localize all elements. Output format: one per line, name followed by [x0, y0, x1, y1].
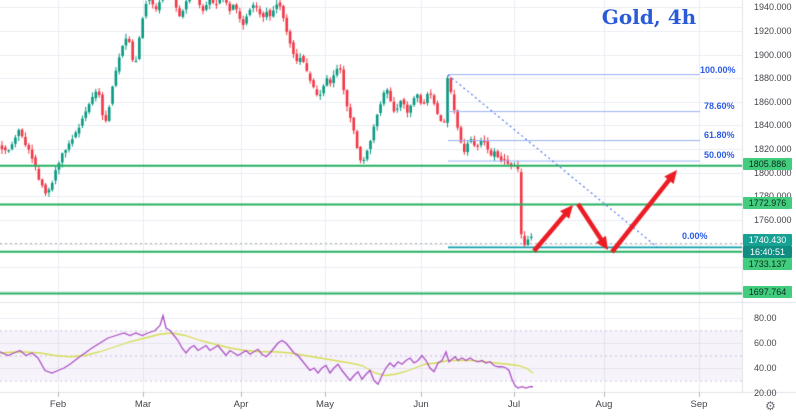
last-price-badge: 1740.430: [743, 234, 792, 246]
price-axis-label: 1760.000: [754, 215, 792, 225]
month-label-aug: Aug: [595, 399, 613, 410]
price-axis-label: 1880.000: [754, 73, 792, 83]
month-label-sep: Sep: [690, 399, 708, 410]
month-label-feb: Feb: [49, 399, 67, 410]
price-axis-label: 1840.000: [754, 120, 792, 130]
price-axis-label: 20.00: [754, 388, 777, 398]
price-badge-1772: 1772.976: [743, 197, 792, 209]
price-badge-1805: 1805.886: [743, 158, 792, 170]
price-axis-label: 1860.000: [754, 97, 792, 107]
fib-level-label: 78.60%: [704, 101, 735, 111]
price-axis-label: 60.00: [754, 338, 777, 348]
fib-level-label: 0.00%: [682, 231, 708, 241]
fib-level-label: 61.80%: [704, 130, 735, 140]
price-axis-label: 1900.000: [754, 50, 792, 60]
month-label-may: May: [316, 399, 334, 410]
price-axis-label: 1920.000: [754, 26, 792, 36]
month-label-jun: Jun: [413, 399, 429, 410]
fib-level-label: 100.00%: [700, 65, 736, 75]
month-label-apr: Apr: [233, 399, 249, 410]
month-label-jul: Jul: [507, 399, 521, 410]
month-label-mar: Mar: [134, 399, 152, 410]
price-axis-label: 1780.000: [754, 191, 792, 201]
price-axis-label: 1940.000: [754, 2, 792, 12]
symbol-title: Gold, 4h: [601, 5, 697, 29]
price-badge-1733: 1733.137: [743, 258, 792, 270]
price-axis-label: 40.00: [754, 363, 777, 373]
price-badge-1697: 1697.764: [743, 286, 792, 298]
gear-icon[interactable]: ⚙: [765, 399, 776, 413]
price-axis-label: 80.00: [754, 313, 777, 323]
price-axis-label: 1800.000: [754, 168, 792, 178]
countdown-badge: 16:40:51: [743, 246, 792, 258]
price-axis-label: 1820.000: [754, 144, 792, 154]
fib-level-label: 50.00%: [704, 150, 735, 160]
